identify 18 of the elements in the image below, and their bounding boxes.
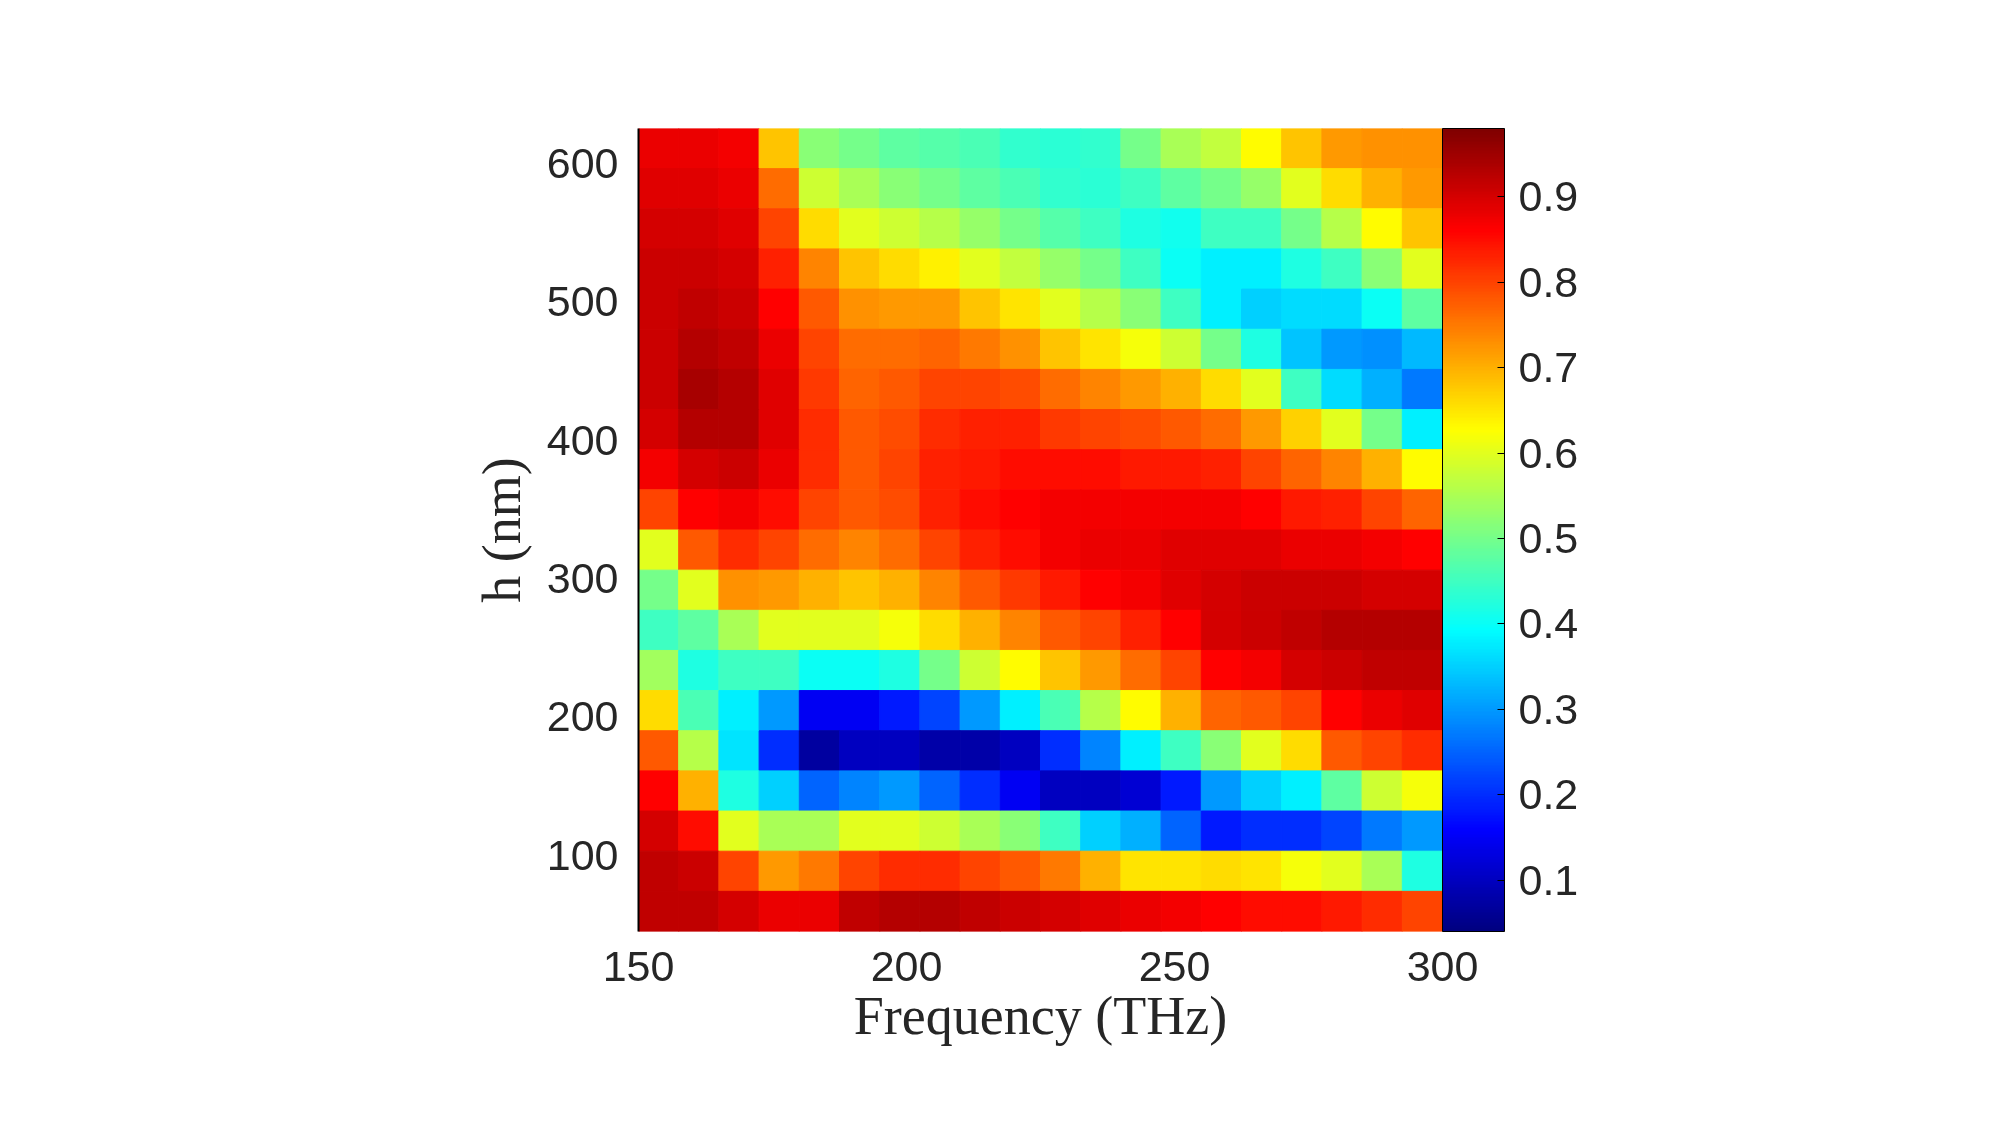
y-tick-label: 200 (546, 692, 619, 741)
color-bar-label: 0.6 (1518, 428, 1579, 477)
y-tick-label: 100 (546, 830, 619, 879)
y-axis-title: h (nm) (471, 457, 532, 603)
x-tick-label: 150 (602, 941, 675, 990)
color-bar-label: 0.9 (1518, 172, 1579, 221)
color-bar-label: 0.3 (1518, 684, 1579, 733)
color-bar-label: 0.1 (1518, 855, 1579, 904)
y-tick-label: 600 (546, 138, 619, 187)
x-tick-label: 300 (1406, 941, 1479, 990)
color-bar-label: 0.7 (1518, 343, 1579, 392)
color-bar-label: 0.4 (1518, 599, 1579, 648)
y-tick-label: 400 (546, 415, 619, 464)
color-bar-label: 0.8 (1518, 257, 1579, 306)
y-tick-label: 500 (546, 277, 619, 326)
color-bar-label: 0.2 (1518, 770, 1579, 819)
y-tick-label: 300 (546, 553, 619, 602)
color-bar-label: 0.5 (1518, 514, 1579, 563)
